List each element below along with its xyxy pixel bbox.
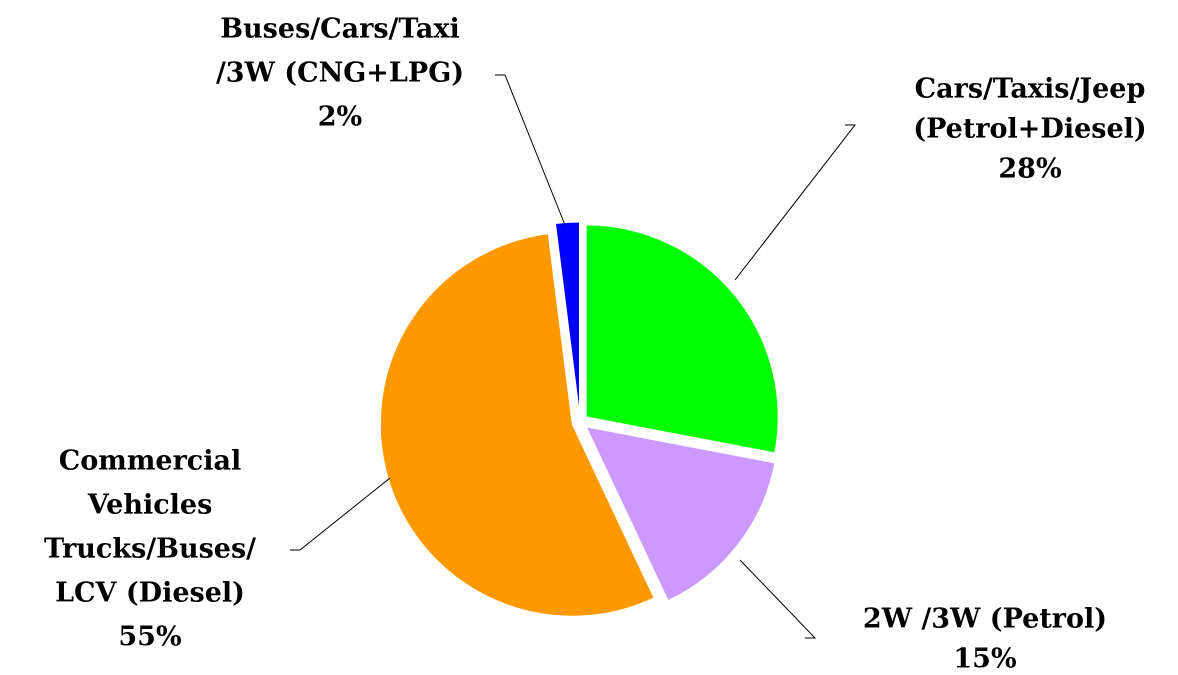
slice-label: LCV (Diesel) [55,578,245,609]
value-label: 55% [118,622,181,653]
slice-label: Trucks/Buses/ [44,534,256,565]
value-label: 15% [953,644,1016,675]
pie-slice [379,233,655,617]
leader-line [739,559,817,639]
value-label: 28% [998,154,1061,185]
slice-label: Commercial [59,446,242,477]
leader-line [290,477,391,551]
slice-label: Cars/Taxis/Jeep [915,74,1146,105]
pie-slice [585,224,779,454]
slice-label: /3W (CNG+LPG) [216,58,464,89]
leader-line [495,74,566,226]
slice-label: Buses/Cars/Taxi [220,14,460,45]
leader-line [734,124,857,281]
slice-label: (Petrol+Diesel) [913,114,1146,145]
slice-label: 2W /3W (Petrol) [863,604,1107,635]
slice-label: Vehicles [87,490,213,521]
pie-slice [554,221,580,415]
value-label: 2% [318,102,362,133]
pie-slice [585,426,776,602]
